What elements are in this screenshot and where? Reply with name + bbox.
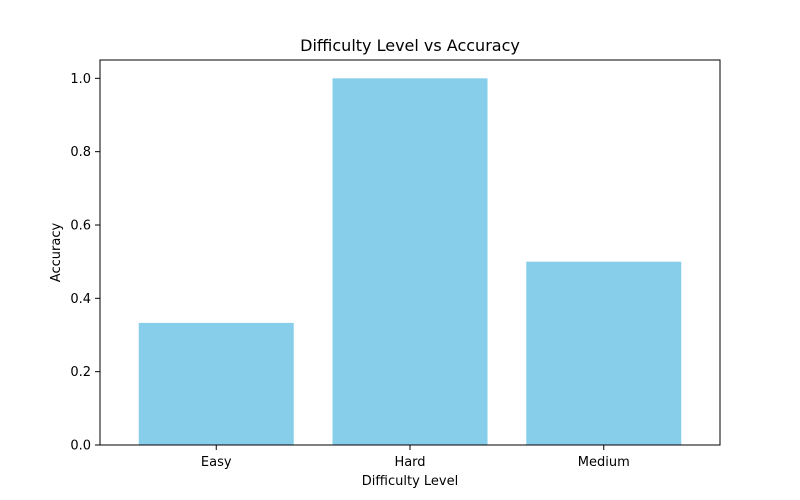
x-axis-label: Difficulty Level bbox=[362, 474, 458, 489]
y-axis-label: Accuracy bbox=[49, 223, 64, 283]
y-tick-label: 1.0 bbox=[70, 72, 91, 87]
bar-medium bbox=[526, 261, 682, 445]
x-tick-label: Easy bbox=[201, 455, 232, 470]
bar-easy bbox=[138, 322, 294, 445]
bar-hard bbox=[332, 78, 488, 445]
bars-group bbox=[138, 78, 682, 445]
chart-title: Difficulty Level vs Accuracy bbox=[300, 36, 520, 55]
x-tick-label: Medium bbox=[578, 455, 630, 470]
x-tick-label: Hard bbox=[394, 455, 425, 470]
y-tick-label: 0.4 bbox=[70, 292, 91, 307]
y-axis-ticks: 0.0 0.2 0.4 0.6 0.8 1.0 bbox=[70, 72, 100, 454]
y-tick-label: 0.2 bbox=[70, 365, 91, 380]
y-tick-label: 0.0 bbox=[70, 439, 91, 454]
x-axis-ticks: Easy Hard Medium bbox=[201, 445, 630, 470]
y-tick-label: 0.8 bbox=[70, 145, 91, 160]
plot-area-frame bbox=[99, 59, 721, 446]
y-tick-label: 0.6 bbox=[70, 219, 91, 234]
